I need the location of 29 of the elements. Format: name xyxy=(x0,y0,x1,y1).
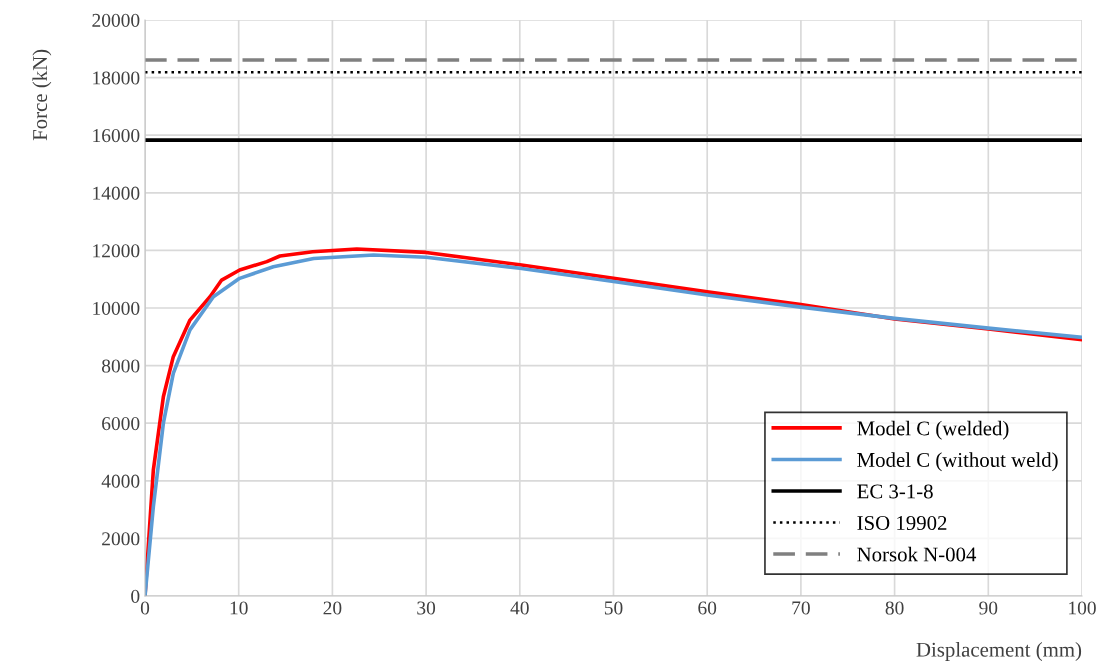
y-tick-label: 2000 xyxy=(102,532,140,546)
x-axis-title: Displacement (mm) xyxy=(916,642,1082,661)
legend-label: Norsok N-004 xyxy=(857,546,977,562)
x-tick-label: 60 xyxy=(698,601,717,615)
x-tick-label: 30 xyxy=(417,601,436,615)
legend-label: Model C (without weld) xyxy=(857,452,1058,472)
y-tick-label: 16000 xyxy=(93,129,140,143)
y-tick-label: 20000 xyxy=(92,13,140,27)
y-tick-label: 0 xyxy=(131,589,140,603)
y-axis-title: Force (kN) xyxy=(32,49,52,141)
x-tick-label: 90 xyxy=(979,601,998,615)
x-tick-label: 100 xyxy=(1069,601,1096,615)
x-tick-label: 80 xyxy=(885,601,904,615)
x-tick-label: 20 xyxy=(323,601,342,615)
y-tick-label: 8000 xyxy=(101,359,140,373)
y-tick-label: 6000 xyxy=(102,417,140,431)
y-tick-label: 10000 xyxy=(93,301,140,315)
x-tick-label: 0 xyxy=(140,601,150,615)
x-tick-label: 40 xyxy=(510,601,529,615)
x-tick-label: 70 xyxy=(792,601,810,615)
y-tick-label: 12000 xyxy=(93,244,140,258)
x-tick-label: 50 xyxy=(604,601,623,615)
y-tick-label: 14000 xyxy=(93,186,140,200)
legend-label: Model C (welded) xyxy=(857,420,1009,440)
y-tick-label: 4000 xyxy=(101,474,140,488)
legend-label: ISO 19902 xyxy=(857,515,947,530)
x-tick-label: 10 xyxy=(230,601,248,615)
legend-label: EC 3-1-8 xyxy=(857,484,933,499)
y-tick-label: 18000 xyxy=(93,71,140,85)
